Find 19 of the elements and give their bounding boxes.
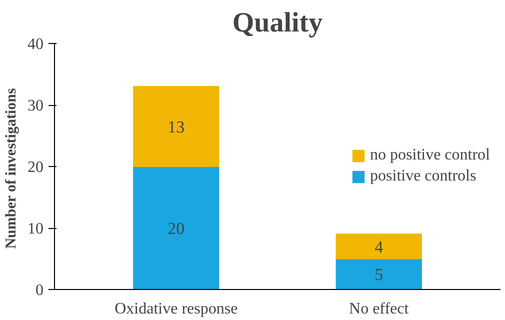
- y-tick-label: 10: [28, 220, 44, 238]
- legend-label: positive controls: [370, 168, 476, 186]
- bar: [336, 258, 422, 290]
- legend-label: no positive control: [370, 146, 490, 164]
- data-label: 5: [374, 265, 384, 284]
- data-label: 4: [374, 237, 384, 256]
- data-label: 20: [168, 219, 185, 238]
- bar: [336, 234, 422, 260]
- x-tick-label: Oxidative response: [114, 300, 238, 318]
- x-tick-label: No effect: [349, 300, 410, 318]
- y-tick-label: 40: [28, 36, 44, 53]
- bar: [133, 86, 220, 167]
- y-axis-title: Number of investigations: [4, 88, 20, 249]
- y-tick-label: 30: [28, 98, 44, 114]
- data-label: 13: [168, 118, 185, 137]
- y-tick-label: 0: [36, 282, 44, 299]
- bar: [133, 166, 220, 290]
- chart-title: Quality: [232, 8, 323, 38]
- y-tick-label: 20: [28, 159, 44, 176]
